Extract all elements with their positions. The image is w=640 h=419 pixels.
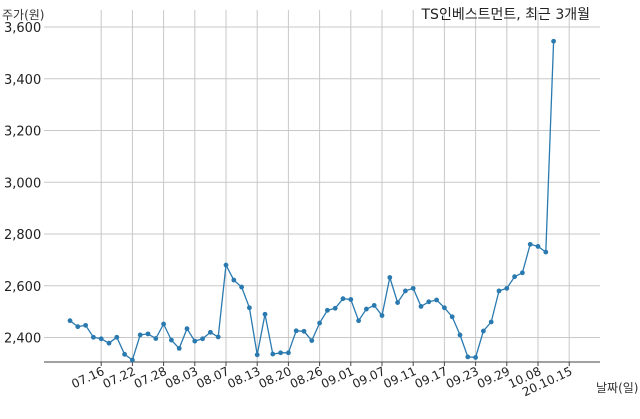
y-tick-label: 3,600 xyxy=(4,21,41,36)
data-point xyxy=(75,324,81,330)
data-point xyxy=(332,305,338,311)
data-point xyxy=(169,337,174,343)
data-point xyxy=(145,331,151,337)
data-point xyxy=(325,307,330,313)
data-point xyxy=(176,345,182,351)
data-point xyxy=(200,336,206,342)
x-tick-labels: 07.1607.2207.2808.0308.0708.1308.2008.26… xyxy=(69,364,574,399)
data-point xyxy=(496,288,502,294)
data-point xyxy=(340,296,346,302)
data-point xyxy=(387,275,393,280)
data-point xyxy=(309,338,315,344)
chart-title: TS인베스트먼트, 최근 3개월 xyxy=(421,7,591,23)
data-point xyxy=(457,332,463,338)
data-point xyxy=(403,288,408,294)
data-point xyxy=(473,355,478,360)
data-point xyxy=(98,336,104,342)
data-point xyxy=(223,262,229,268)
data-point xyxy=(527,241,533,247)
data-point xyxy=(161,321,167,327)
data-point xyxy=(247,305,252,311)
data-point xyxy=(395,300,400,305)
data-point xyxy=(254,352,260,358)
series-price xyxy=(67,38,556,363)
data-point xyxy=(371,303,377,308)
data-point xyxy=(348,297,354,302)
data-point xyxy=(488,319,494,325)
data-point xyxy=(153,336,159,341)
y-axis-label: 주가(원) xyxy=(2,8,44,22)
data-point xyxy=(317,320,322,326)
data-point xyxy=(137,332,143,338)
series-line xyxy=(69,41,555,362)
data-point xyxy=(426,299,432,305)
data-point xyxy=(270,351,276,357)
data-point xyxy=(67,318,73,324)
data-point xyxy=(83,322,88,328)
data-point xyxy=(278,350,283,356)
data-point xyxy=(208,329,213,335)
data-point xyxy=(231,277,237,283)
data-point xyxy=(286,350,291,356)
data-point xyxy=(379,313,385,318)
data-point xyxy=(356,318,361,324)
data-point xyxy=(91,334,96,340)
y-tick-label: 3,000 xyxy=(4,176,41,191)
data-point xyxy=(434,297,439,303)
y-tick-label: 2,400 xyxy=(4,332,41,347)
data-point xyxy=(122,351,127,357)
data-point xyxy=(543,249,549,255)
data-point xyxy=(184,326,190,332)
data-point xyxy=(192,338,198,344)
data-point xyxy=(364,306,369,312)
x-axis-label: 날짜(일) xyxy=(596,381,638,395)
data-point xyxy=(442,305,447,311)
data-point xyxy=(465,354,471,360)
data-point xyxy=(449,314,455,320)
y-tick-label: 2,600 xyxy=(4,280,41,295)
y-tick-label: 2,800 xyxy=(4,228,41,243)
data-point xyxy=(106,340,112,346)
data-point xyxy=(293,328,299,334)
data-point xyxy=(410,285,416,291)
y-tick-label: 3,400 xyxy=(4,73,41,88)
data-point xyxy=(239,284,245,290)
data-point xyxy=(215,334,221,340)
data-point xyxy=(520,270,525,276)
data-point xyxy=(418,304,424,309)
data-point xyxy=(130,357,135,363)
data-point xyxy=(262,311,268,317)
y-tick-labels: 2,400 2,600 2,800 3,000 3,200 3,400 3,600 xyxy=(4,21,41,347)
data-point xyxy=(512,274,517,280)
y-tick-label: 3,200 xyxy=(4,125,41,140)
data-point xyxy=(114,334,120,340)
data-point xyxy=(551,38,556,44)
data-point xyxy=(504,285,510,291)
data-point xyxy=(535,244,541,249)
grid-lines xyxy=(44,10,600,366)
data-point xyxy=(301,328,307,334)
data-point xyxy=(481,328,486,334)
